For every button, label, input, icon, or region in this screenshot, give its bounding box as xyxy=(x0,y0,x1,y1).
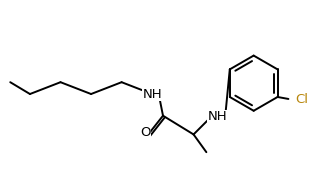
Text: Cl: Cl xyxy=(295,93,308,106)
Text: NH: NH xyxy=(142,87,162,100)
Text: NH: NH xyxy=(207,110,227,123)
Text: O: O xyxy=(140,126,151,139)
